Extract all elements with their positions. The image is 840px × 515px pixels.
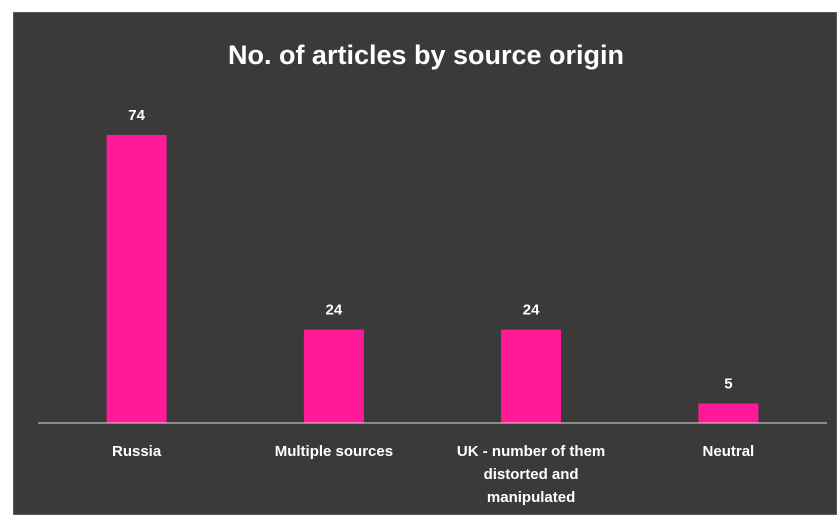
bar-1 (303, 329, 364, 423)
data-label-3: 5 (724, 376, 732, 393)
category-label-line: Multiple sources (275, 443, 393, 460)
category-label-3: Neutral (703, 443, 755, 460)
data-label-0: 74 (128, 107, 145, 124)
category-label-1: Multiple sources (275, 443, 393, 460)
bar-0 (106, 135, 167, 423)
category-labels-layer: Russia Multiple sources UK - number of the… (112, 443, 754, 506)
category-label-0: Russia (112, 443, 162, 460)
category-label-line: manipulated (487, 489, 575, 506)
category-label-line: Russia (112, 443, 162, 460)
category-label-line: UK - number of them (457, 443, 605, 460)
data-label-1: 24 (326, 302, 343, 319)
data-label-2: 24 (523, 302, 540, 319)
category-label-line: distorted and (484, 466, 579, 483)
chart-title: No. of articles by source origin (228, 40, 624, 70)
data-labels-layer: 74 24 24 5 (128, 107, 732, 393)
bar-chart: No. of articles by source origin 74 24 24 5… (38, 40, 827, 506)
bars-layer (106, 135, 759, 423)
category-label-line: Neutral (703, 443, 755, 460)
bar-2 (501, 329, 562, 423)
bar-3 (698, 403, 759, 423)
category-label-2: UK - number of them distorted and manipula… (457, 443, 605, 506)
chart-panel: No. of articles by source origin 74 24 24 5… (13, 12, 837, 515)
